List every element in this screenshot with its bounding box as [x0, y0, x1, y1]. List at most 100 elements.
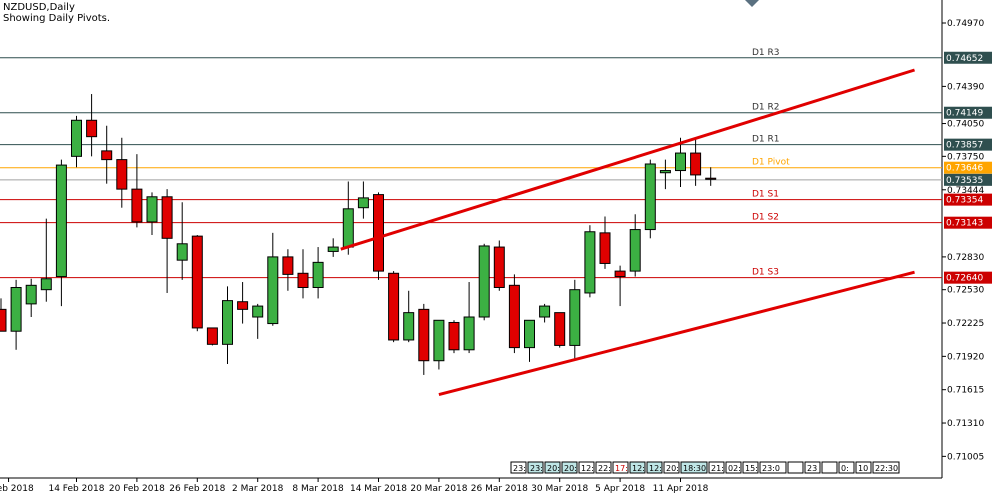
candle-body[interactable]: [388, 272, 400, 341]
candle-body[interactable]: [252, 305, 264, 318]
pivot-price-label: 0.73646: [946, 164, 983, 174]
candle-body[interactable]: [312, 261, 324, 288]
candle-body[interactable]: [448, 321, 460, 351]
date-tick-label: 11 Apr 2018: [653, 484, 709, 494]
candle-body[interactable]: [508, 284, 520, 349]
candle-body[interactable]: [222, 300, 233, 345]
candle-body[interactable]: [554, 312, 566, 346]
candle-body[interactable]: [433, 319, 445, 362]
candle-body[interactable]: [206, 327, 218, 345]
price-tick-label: 0.74390: [947, 82, 984, 92]
time-tag: [561, 461, 578, 474]
candle-body[interactable]: [0, 308, 7, 332]
candle-body[interactable]: [176, 243, 188, 261]
price-tick-label: 0.71310: [947, 419, 984, 429]
pivot-price-tag: [944, 271, 992, 284]
candle-body[interactable]: [629, 229, 641, 272]
trendline[interactable]: [438, 270, 915, 397]
candle-body[interactable]: [40, 278, 52, 291]
time-tag: [787, 461, 804, 474]
time-tag: [708, 461, 725, 474]
candle-body[interactable]: [357, 197, 369, 209]
candle-body[interactable]: [705, 177, 717, 180]
current-price-tag: [944, 173, 992, 186]
candle-body[interactable]: [569, 289, 581, 346]
trendline[interactable]: [340, 68, 915, 251]
candle-body[interactable]: [644, 163, 656, 231]
candle-body[interactable]: [599, 232, 611, 264]
pivot-price-tag: [944, 106, 992, 119]
time-tag: [510, 461, 527, 474]
time-tag: [872, 461, 900, 474]
candle-body[interactable]: [71, 119, 82, 157]
candle-body[interactable]: [267, 256, 279, 325]
time-tag: [646, 461, 663, 474]
pivot-price-label: 0.73143: [946, 219, 983, 229]
candle-body[interactable]: [116, 159, 128, 190]
date-tick-label: 14 Mar 2018: [350, 484, 407, 494]
date-tick-label: 5 Apr 2018: [595, 484, 645, 494]
candle-body[interactable]: [493, 246, 505, 288]
time-tag: [759, 461, 787, 474]
candle-body[interactable]: [539, 305, 551, 318]
date-tick-label: 8 Feb 2018: [0, 484, 34, 494]
candle-body[interactable]: [403, 312, 415, 341]
date-tick-label: 8 Mar 2018: [292, 484, 344, 494]
price-tick-label: 0.71920: [947, 352, 984, 362]
candle-body[interactable]: [191, 235, 203, 329]
candle-body[interactable]: [161, 196, 173, 239]
candle-body[interactable]: [659, 170, 671, 174]
candle-body[interactable]: [327, 246, 339, 252]
price-tick-label: 0.73750: [947, 152, 984, 162]
time-tag-label: 10: [858, 464, 868, 473]
candle-body[interactable]: [10, 286, 22, 332]
date-tick-label: 20 Mar 2018: [410, 484, 467, 494]
time-tag: [804, 461, 821, 474]
time-tag-label: 23: [807, 464, 817, 473]
indicator-caption: Showing Daily Pivots.: [3, 13, 111, 24]
candle-body[interactable]: [675, 152, 686, 172]
candle-body[interactable]: [86, 119, 98, 138]
candle-body[interactable]: [25, 284, 37, 305]
time-tag: [578, 461, 595, 474]
scroll-marker-icon[interactable]: [745, 0, 759, 7]
candle-body[interactable]: [478, 245, 490, 318]
pivot-name-label: D1 S3: [752, 268, 779, 278]
pivot-price-tag: [944, 193, 992, 206]
price-tick-label: 0.74970: [947, 19, 984, 29]
candle-body[interactable]: [101, 150, 113, 161]
candle-body[interactable]: [418, 308, 430, 362]
candle-body[interactable]: [373, 194, 384, 272]
time-tag: [821, 461, 838, 474]
time-tag: [725, 461, 742, 474]
time-tag: [742, 461, 759, 474]
pivot-name-label: D1 S1: [752, 190, 779, 200]
time-tag-label: 15:: [745, 464, 758, 473]
candle-body[interactable]: [282, 256, 294, 275]
pivot-name-label: D1 Pivot: [752, 158, 790, 168]
candle-body[interactable]: [463, 316, 475, 351]
candle-body[interactable]: [297, 272, 309, 288]
candle-body[interactable]: [614, 270, 626, 278]
candle-body[interactable]: [146, 196, 158, 223]
date-tick-label: 26 Mar 2018: [471, 484, 528, 494]
candle-body[interactable]: [55, 164, 67, 278]
price-tick-label: 0.73444: [947, 186, 984, 196]
time-tag-label: 22:30: [875, 464, 898, 473]
candle-body[interactable]: [237, 301, 249, 310]
candle-body[interactable]: [131, 188, 143, 223]
pivot-price-label: 0.74149: [946, 109, 983, 119]
time-tag-label: 22:: [598, 464, 611, 473]
pivot-price-label: 0.72640: [946, 274, 983, 284]
time-tag-label: 17:: [615, 464, 628, 473]
time-tag-label: 23:: [513, 464, 526, 473]
time-tag: [838, 461, 855, 474]
time-tag: [855, 461, 872, 474]
candle-body[interactable]: [584, 231, 596, 294]
candle-body[interactable]: [342, 208, 354, 248]
time-tag-label: 20:: [564, 464, 577, 473]
candle-body[interactable]: [524, 319, 535, 349]
candle-body[interactable]: [690, 152, 702, 176]
